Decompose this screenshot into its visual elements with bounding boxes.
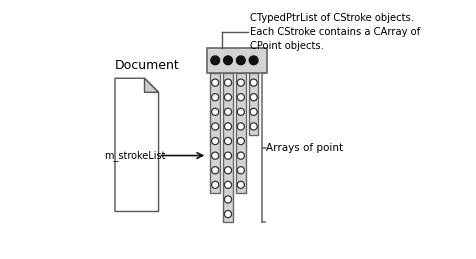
Circle shape: [250, 123, 257, 130]
Circle shape: [224, 94, 232, 101]
Circle shape: [212, 79, 219, 86]
Circle shape: [237, 152, 244, 159]
Circle shape: [237, 79, 244, 86]
Circle shape: [224, 152, 232, 159]
Circle shape: [249, 56, 258, 65]
Circle shape: [237, 167, 244, 174]
FancyBboxPatch shape: [207, 47, 268, 73]
Circle shape: [224, 79, 232, 86]
Circle shape: [250, 79, 257, 86]
Polygon shape: [145, 78, 159, 92]
Polygon shape: [115, 78, 159, 212]
Text: Arrays of point: Arrays of point: [267, 143, 344, 153]
Circle shape: [224, 181, 232, 189]
Circle shape: [250, 108, 257, 116]
Circle shape: [237, 138, 244, 145]
Circle shape: [237, 181, 244, 189]
Circle shape: [224, 167, 232, 174]
Circle shape: [224, 123, 232, 130]
Circle shape: [224, 108, 232, 116]
Circle shape: [211, 56, 219, 65]
Circle shape: [237, 123, 244, 130]
Circle shape: [212, 167, 219, 174]
Circle shape: [212, 152, 219, 159]
Circle shape: [212, 138, 219, 145]
FancyBboxPatch shape: [210, 73, 220, 193]
Circle shape: [224, 196, 232, 203]
FancyBboxPatch shape: [223, 73, 233, 222]
Circle shape: [212, 94, 219, 101]
Circle shape: [212, 181, 219, 189]
Text: CTypedPtrList of CStroke objects.
Each CStroke contains a CArray of
CPoint objec: CTypedPtrList of CStroke objects. Each C…: [249, 13, 420, 51]
Text: m_strokeList: m_strokeList: [104, 150, 165, 161]
Circle shape: [224, 211, 232, 218]
Circle shape: [224, 138, 232, 145]
Circle shape: [212, 123, 219, 130]
Circle shape: [237, 108, 244, 116]
Circle shape: [212, 108, 219, 116]
FancyBboxPatch shape: [236, 73, 246, 193]
Circle shape: [237, 94, 244, 101]
Text: Document: Document: [115, 59, 180, 72]
Circle shape: [250, 94, 257, 101]
Circle shape: [237, 56, 245, 65]
FancyBboxPatch shape: [249, 73, 258, 135]
Circle shape: [224, 56, 232, 65]
